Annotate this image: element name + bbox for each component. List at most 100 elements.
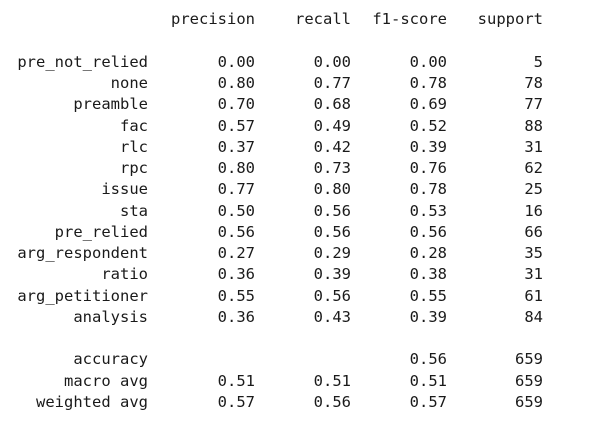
row-label: fac <box>120 117 148 135</box>
header-recall: recall <box>295 10 351 28</box>
row-recall: 0.29 <box>313 244 351 262</box>
header-precision: precision <box>171 10 255 28</box>
row-support: 62 <box>524 159 543 177</box>
row-precision: 0.51 <box>217 372 255 390</box>
row-recall: 0.49 <box>313 117 351 135</box>
row-precision: 0.36 <box>217 308 255 326</box>
row-precision: 0.57 <box>217 393 255 411</box>
summary-row-weighted-avg: weighted avg 0.57 0.56 0.57 659 <box>0 391 613 413</box>
row-recall: 0.68 <box>313 95 351 113</box>
row-recall: 0.80 <box>313 180 351 198</box>
row-precision: 0.80 <box>217 74 255 92</box>
row-recall: 0.39 <box>313 265 351 283</box>
row-precision: 0.27 <box>217 244 255 262</box>
report-row: arg_respondent 0.27 0.29 0.28 35 <box>0 242 613 264</box>
row-support: 35 <box>524 244 543 262</box>
row-f1: 0.55 <box>409 287 447 305</box>
row-precision: 0.56 <box>217 223 255 241</box>
row-recall: 0.56 <box>313 223 351 241</box>
row-f1: 0.38 <box>409 265 447 283</box>
row-recall: 0.00 <box>313 53 351 71</box>
report-row: none 0.80 0.77 0.78 78 <box>0 72 613 94</box>
row-f1: 0.78 <box>409 180 447 198</box>
row-label: arg_petitioner <box>17 287 148 305</box>
row-label: pre_not_relied <box>17 53 148 71</box>
row-label: rpc <box>120 159 148 177</box>
row-f1: 0.53 <box>409 202 447 220</box>
row-precision: 0.37 <box>217 138 255 156</box>
row-support: 659 <box>515 372 543 390</box>
row-recall: 0.56 <box>313 202 351 220</box>
row-f1: 0.39 <box>409 138 447 156</box>
row-f1: 0.57 <box>409 393 447 411</box>
row-recall: 0.73 <box>313 159 351 177</box>
row-precision: 0.57 <box>217 117 255 135</box>
row-label: arg_respondent <box>17 244 148 262</box>
row-support: 5 <box>533 53 543 71</box>
row-precision: 0.55 <box>217 287 255 305</box>
row-support: 61 <box>524 287 543 305</box>
row-support: 66 <box>524 223 543 241</box>
row-support: 77 <box>524 95 543 113</box>
row-recall: 0.77 <box>313 74 351 92</box>
row-f1: 0.56 <box>409 350 447 368</box>
report-row: issue 0.77 0.80 0.78 25 <box>0 178 613 200</box>
row-support: 659 <box>515 393 543 411</box>
row-label: weighted avg <box>36 393 148 411</box>
row-f1: 0.56 <box>409 223 447 241</box>
row-f1: 0.00 <box>409 53 447 71</box>
row-label: issue <box>101 180 148 198</box>
row-label: analysis <box>73 308 148 326</box>
row-precision: 0.70 <box>217 95 255 113</box>
row-f1: 0.69 <box>409 95 447 113</box>
row-support: 88 <box>524 117 543 135</box>
row-recall: 0.51 <box>313 372 351 390</box>
report-row: arg_petitioner 0.55 0.56 0.55 61 <box>0 285 613 307</box>
row-label: sta <box>120 202 148 220</box>
report-row: rpc 0.80 0.73 0.76 62 <box>0 157 613 179</box>
header-f1-score: f1-score <box>372 10 447 28</box>
row-f1: 0.78 <box>409 74 447 92</box>
row-precision: 0.77 <box>217 180 255 198</box>
row-recall: 0.43 <box>313 308 351 326</box>
report-row: pre_relied 0.56 0.56 0.56 66 <box>0 221 613 243</box>
summary-row-macro-avg: macro avg 0.51 0.51 0.51 659 <box>0 370 613 392</box>
row-recall: 0.56 <box>313 393 351 411</box>
report-row: rlc 0.37 0.42 0.39 31 <box>0 136 613 158</box>
row-label: preamble <box>73 95 148 113</box>
row-support: 84 <box>524 308 543 326</box>
row-f1: 0.28 <box>409 244 447 262</box>
row-f1: 0.76 <box>409 159 447 177</box>
row-label: macro avg <box>64 372 148 390</box>
row-precision: 0.00 <box>217 53 255 71</box>
row-precision: 0.50 <box>217 202 255 220</box>
row-support: 659 <box>515 350 543 368</box>
report-row: preamble 0.70 0.68 0.69 77 <box>0 93 613 115</box>
row-recall: 0.56 <box>313 287 351 305</box>
report-row: ratio 0.36 0.39 0.38 31 <box>0 263 613 285</box>
row-f1: 0.51 <box>409 372 447 390</box>
row-label: rlc <box>120 138 148 156</box>
row-recall: 0.42 <box>313 138 351 156</box>
report-row: analysis 0.36 0.43 0.39 84 <box>0 306 613 328</box>
row-f1: 0.39 <box>409 308 447 326</box>
report-header: precision recall f1-score support <box>0 8 613 30</box>
report-row: pre_not_relied 0.00 0.00 0.00 5 <box>0 51 613 73</box>
row-label: pre_relied <box>54 223 148 241</box>
row-label: ratio <box>101 265 148 283</box>
report-row: sta 0.50 0.56 0.53 16 <box>0 200 613 222</box>
summary-row-accuracy: accuracy 0.56 659 <box>0 348 613 370</box>
header-support: support <box>477 10 543 28</box>
row-support: 78 <box>524 74 543 92</box>
row-label: none <box>110 74 148 92</box>
row-support: 25 <box>524 180 543 198</box>
row-support: 31 <box>524 138 543 156</box>
row-precision: 0.80 <box>217 159 255 177</box>
row-support: 31 <box>524 265 543 283</box>
report-row: fac 0.57 0.49 0.52 88 <box>0 115 613 137</box>
row-precision: 0.36 <box>217 265 255 283</box>
row-f1: 0.52 <box>409 117 447 135</box>
row-support: 16 <box>524 202 543 220</box>
row-label: accuracy <box>73 350 148 368</box>
